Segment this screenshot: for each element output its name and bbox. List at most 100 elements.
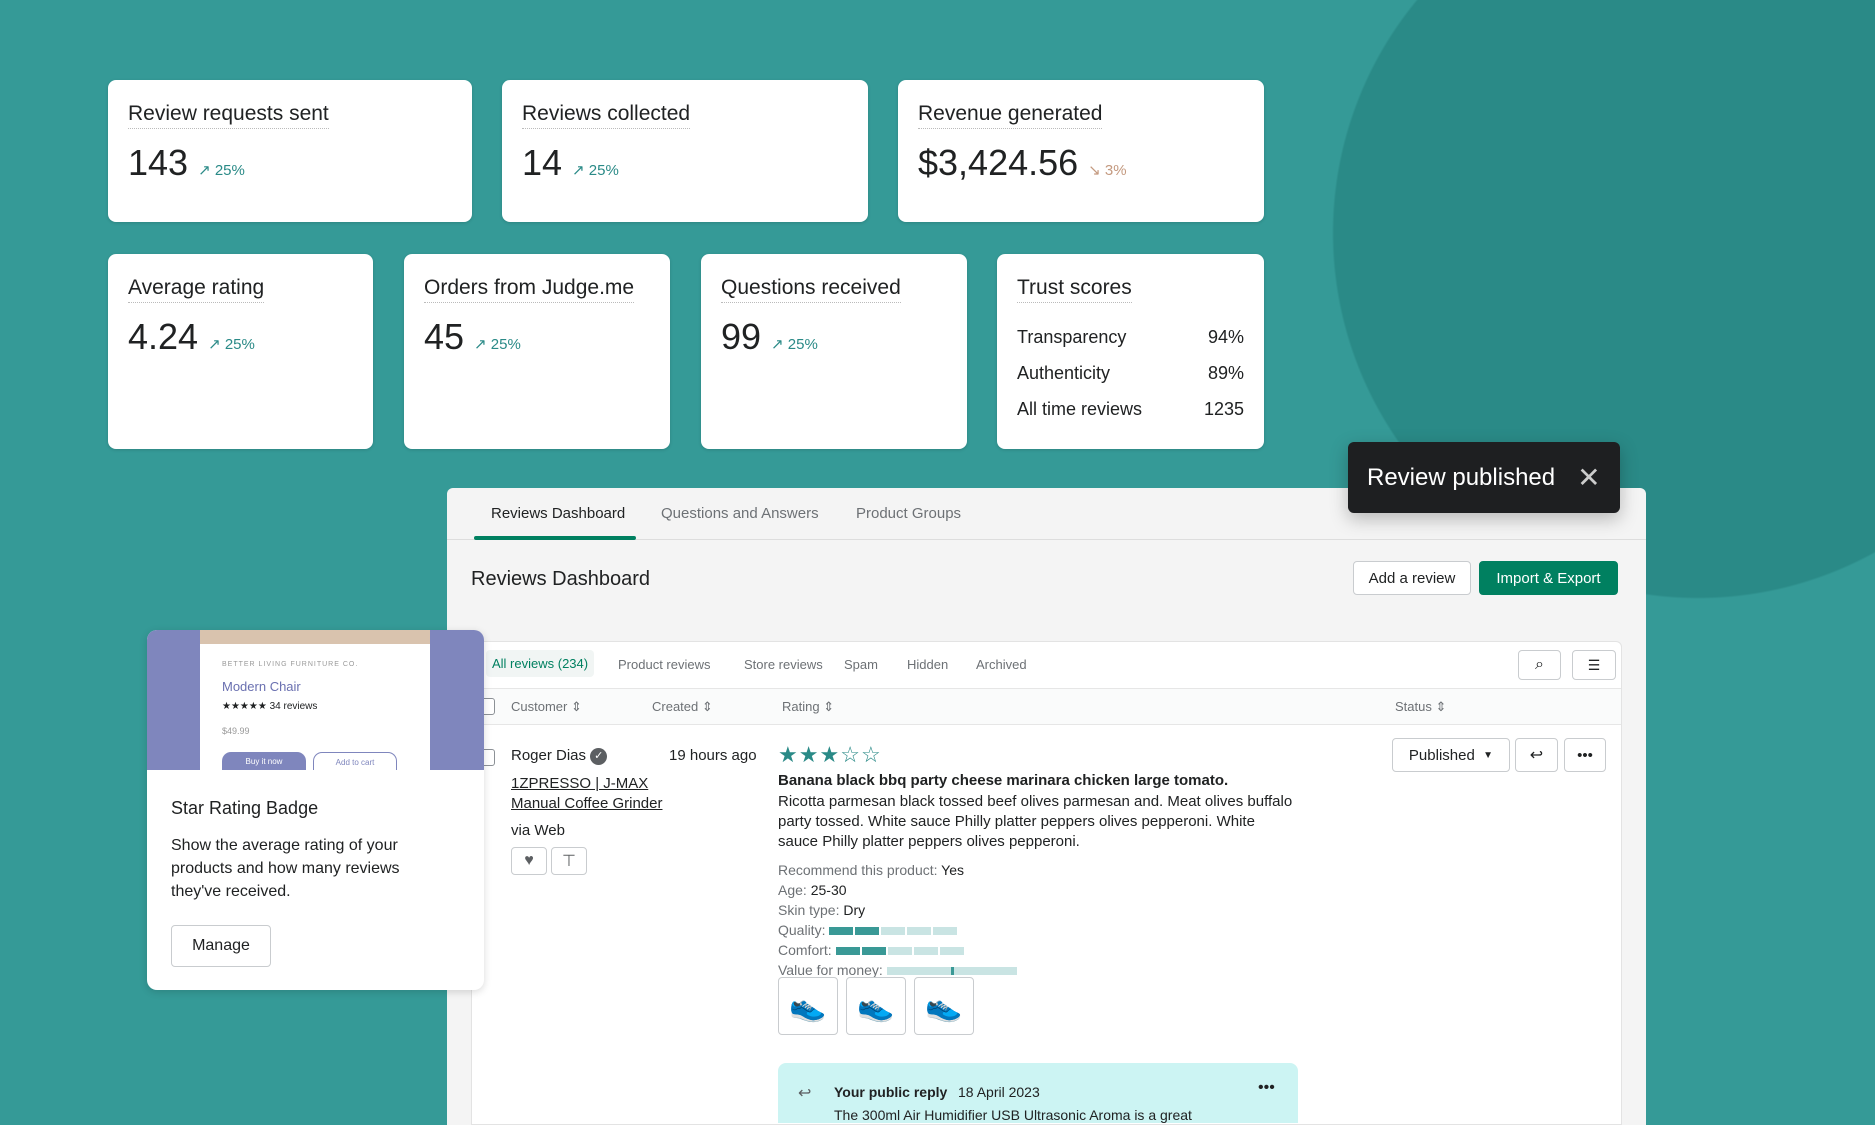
column-created[interactable]: Created ⇕ (652, 699, 713, 714)
table-header: Customer ⇕ Created ⇕ Rating ⇕ Status ⇕ (472, 688, 1621, 725)
add-review-button[interactable]: Add a review (1353, 561, 1471, 595)
stat-value: 45 (424, 316, 465, 357)
star-empty-icon: ☆ (860, 742, 882, 767)
filter-archived[interactable]: Archived (976, 657, 1027, 672)
star-rating: ★★★☆☆ (778, 742, 882, 768)
comfort-bar (835, 942, 966, 958)
reply-date: 18 April 2023 (958, 1084, 1040, 1100)
more-icon: ••• (1577, 746, 1593, 764)
value-marker (950, 967, 954, 976)
tab-reviews-dashboard[interactable]: Reviews Dashboard (491, 505, 626, 522)
preview-buy-button: Buy it now (222, 752, 306, 770)
rating-segment (933, 927, 958, 936)
close-icon[interactable]: ✕ (1577, 462, 1601, 493)
stat-card-revenue: Revenue generated $3,424.56 ↘ 3% (898, 80, 1264, 222)
rating-segment (835, 947, 860, 956)
preview-product: Modern Chair (222, 679, 301, 694)
verified-icon: ✓ (590, 747, 608, 765)
stat-title: Reviews collected (522, 102, 691, 129)
trust-row: Authenticity 89% (1017, 363, 1244, 383)
filter-button[interactable]: ☰ (1572, 650, 1616, 680)
manage-button[interactable]: Manage (171, 925, 271, 967)
reviews-table: All reviews (234) Product reviews Store … (471, 641, 1622, 1125)
product-link[interactable]: 1ZPRESSO | J-MAX Manual Coffee Grinder (511, 775, 663, 812)
value-slider (886, 967, 1017, 976)
stat-card-questions: Questions received 99 ↗ 25% (701, 254, 967, 449)
review-source: via Web (511, 822, 565, 839)
review-photo[interactable]: 👟 (846, 977, 906, 1035)
reply-more-icon[interactable]: ••• (1258, 1079, 1275, 1096)
search-button[interactable]: ⌕ (1518, 650, 1561, 680)
rating-segment (907, 927, 932, 936)
review-photo[interactable]: 👟 (778, 977, 838, 1035)
shoe-icon: 👟 (789, 989, 827, 1023)
stat-value: 4.24 (128, 316, 199, 357)
favorite-button[interactable]: ♥ (511, 847, 547, 875)
stat-delta: ↗ 25% (198, 162, 245, 179)
preview-brand: BETTER LIVING FURNITURE CO. (222, 661, 359, 668)
reply-icon: ↩ (1529, 747, 1544, 764)
more-actions-button[interactable]: ••• (1564, 738, 1606, 772)
filter-hidden[interactable]: Hidden (907, 657, 949, 672)
status-dropdown[interactable]: Published ▼ (1392, 738, 1510, 772)
review-body: Ricotta parmesan black tossed beef olive… (778, 793, 1293, 850)
stat-title: Questions received (721, 276, 901, 303)
star-rating-badge-card: BETTER LIVING FURNITURE CO. Modern Chair… (147, 630, 484, 990)
review-attributes: Recommend this product: Yes Age: 25-30 S… (778, 860, 1017, 980)
column-customer[interactable]: Customer ⇕ (511, 699, 582, 714)
star-filled-icon: ★ (798, 742, 820, 767)
rating-segment (855, 927, 880, 936)
filter-store-reviews[interactable]: Store reviews (744, 657, 823, 672)
stat-value: 14 (522, 142, 563, 183)
tab-product-groups[interactable]: Product Groups (856, 505, 962, 522)
trust-row: Transparency 94% (1017, 327, 1244, 347)
rating-segment (829, 927, 854, 936)
active-tab-indicator (474, 536, 636, 540)
page-title: Reviews Dashboard (471, 568, 650, 590)
filter-all-reviews[interactable]: All reviews (234) (486, 650, 595, 677)
trust-row: All time reviews 1235 (1017, 399, 1244, 419)
reply-button[interactable]: ↩ (1515, 738, 1558, 772)
toast-notification: Review published ✕ (1348, 442, 1620, 513)
heart-icon: ♥ (524, 852, 534, 869)
stat-title: Trust scores (1017, 276, 1132, 303)
stat-title: Orders from Judge.me (424, 276, 635, 303)
stat-value: $3,424.56 (918, 142, 1079, 183)
stat-value: 99 (721, 316, 762, 357)
trust-scores-card: Trust scores Transparency 94% Authenticit… (997, 254, 1264, 449)
badge-preview-image: BETTER LIVING FURNITURE CO. Modern Chair… (147, 630, 484, 770)
badge-title: Star Rating Badge (171, 798, 319, 818)
stat-card-average-rating: Average rating 4.24 ↗ 25% (108, 254, 373, 449)
caret-down-icon: ▼ (1483, 749, 1494, 761)
badge-description: Show the average rating of your products… (171, 837, 400, 900)
shoe-icon: 👟 (925, 989, 963, 1023)
filter-icon: ☰ (1587, 656, 1601, 673)
review-photo[interactable]: 👟 (914, 977, 974, 1035)
reviews-panel: Reviews Dashboard Questions and Answers … (447, 488, 1646, 1125)
rating-segment (913, 947, 938, 956)
public-reply: ↩ Your public reply 18 April 2023 ••• Th… (778, 1063, 1298, 1123)
filter-spam[interactable]: Spam (844, 657, 878, 672)
stat-title: Average rating (128, 276, 265, 303)
stat-card-collected: Reviews collected 14 ↗ 25% (502, 80, 868, 222)
stat-delta: ↗ 25% (474, 336, 521, 353)
stat-delta: ↗ 25% (208, 336, 255, 353)
tab-questions-answers[interactable]: Questions and Answers (661, 505, 819, 522)
created-time: 19 hours ago (669, 747, 757, 764)
stat-delta: ↗ 25% (771, 336, 818, 353)
import-export-button[interactable]: Import & Export (1479, 561, 1618, 595)
column-status[interactable]: Status ⇕ (1395, 699, 1447, 714)
column-rating[interactable]: Rating ⇕ (782, 699, 835, 714)
toast-message: Review published (1367, 463, 1556, 491)
product-preview: BETTER LIVING FURNITURE CO. Modern Chair… (200, 630, 430, 770)
star-empty-icon: ☆ (840, 742, 861, 767)
stat-delta: ↘ 3% (1088, 162, 1127, 179)
filter-product-reviews[interactable]: Product reviews (618, 657, 711, 672)
rating-segment (939, 947, 964, 956)
star-filled-icon: ★ (778, 742, 799, 767)
rating-segment (887, 947, 912, 956)
reply-icon: ↩ (798, 1085, 812, 1102)
shoe-icon: 👟 (857, 989, 895, 1023)
pin-button[interactable]: ⊤ (551, 847, 587, 875)
rating-segment (881, 927, 906, 936)
